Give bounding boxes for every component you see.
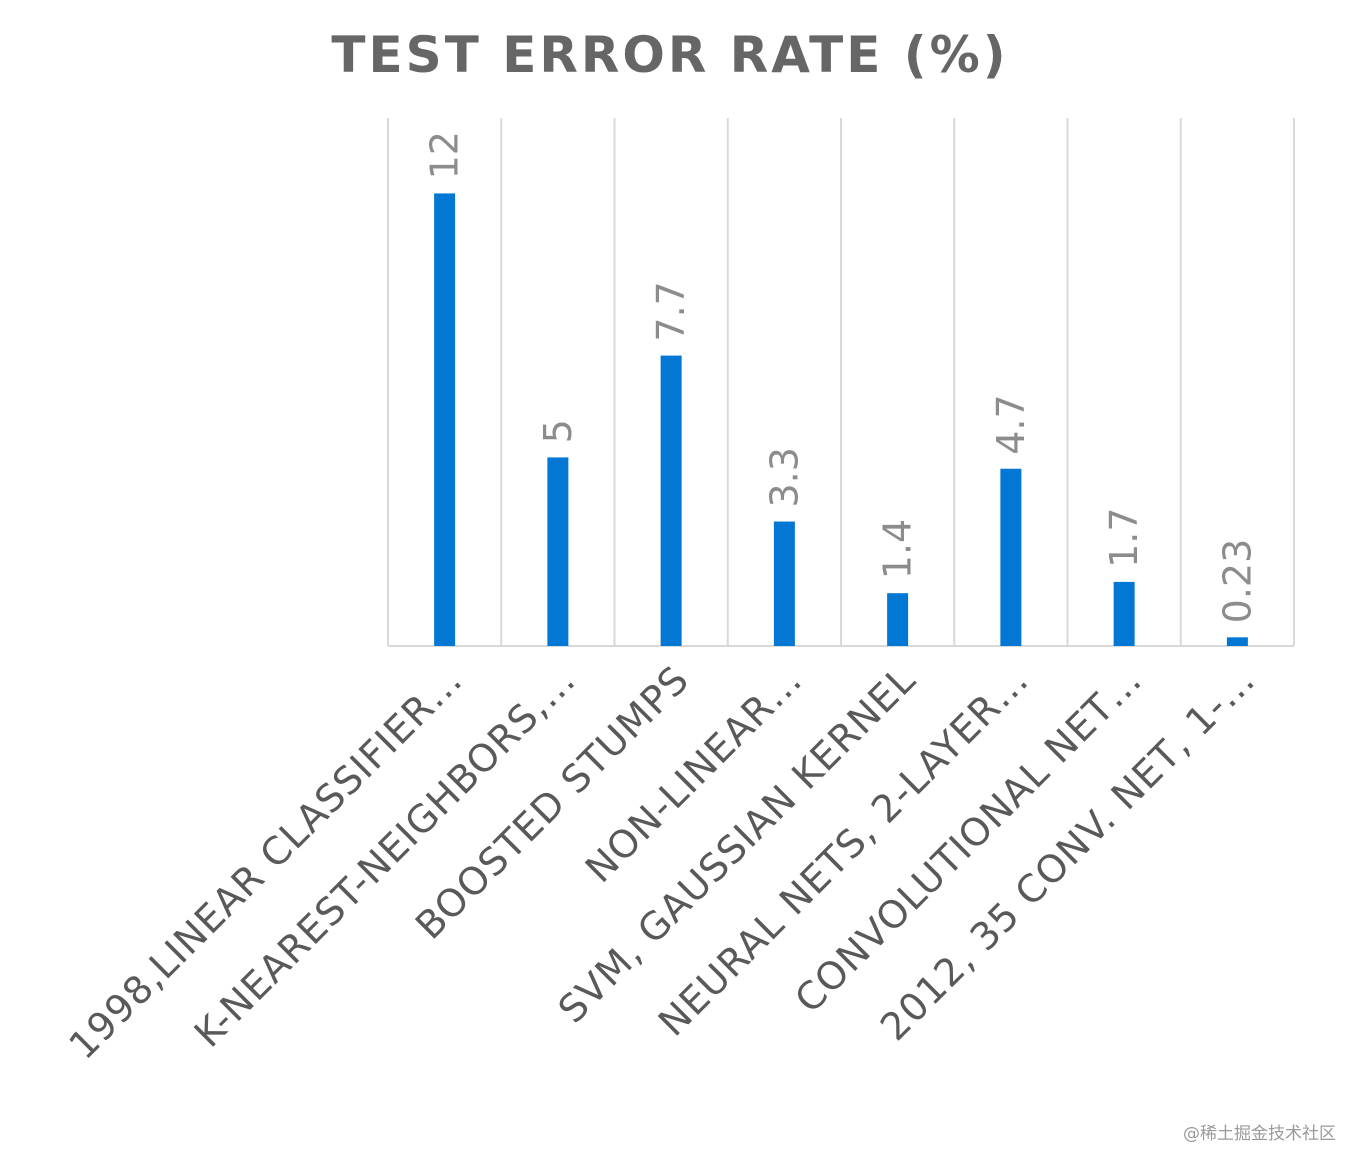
data-label: 4.7 [989,394,1033,454]
bar [1226,637,1248,646]
chart-title: TEST ERROR RATE (%) [331,26,1008,84]
bar [660,355,682,646]
watermark: @稀土掘金技术社区 [1183,1124,1336,1144]
bar [1113,581,1135,646]
data-label: 0.23 [1215,539,1259,624]
bars [434,193,1248,646]
data-label: 1.7 [1102,507,1146,567]
bar [773,521,795,646]
data-label: 12 [423,131,467,179]
grid-lines [387,118,1295,647]
data-label: 5 [536,419,580,443]
bar [547,457,569,646]
data-label: 7.7 [649,281,693,341]
bar [887,593,909,646]
category-labels: 1998,LINEAR CLASSIFIER…K-NEAREST-NEIGHBO… [60,657,1263,1068]
data-label: 3.3 [762,447,806,507]
data-label: 1.4 [876,519,920,579]
bar [1000,468,1022,646]
bar [434,193,456,646]
data-labels: 12 5 7.7 3.3 1.4 4.7 1.7 0.23 [423,131,1260,623]
